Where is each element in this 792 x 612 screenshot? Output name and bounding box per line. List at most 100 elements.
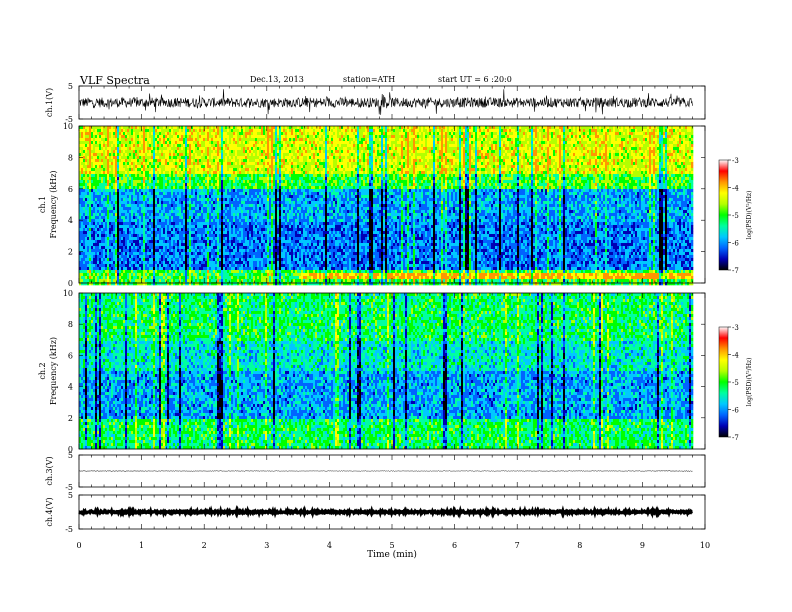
spectrogram-cell xyxy=(153,249,155,252)
spectrogram-cell xyxy=(105,156,107,159)
spectrogram-cell xyxy=(173,135,175,138)
spectrogram-cell xyxy=(219,276,221,279)
spectrogram-cell xyxy=(191,273,193,276)
spectrogram-cell xyxy=(149,207,151,210)
spectrogram-cell xyxy=(149,228,151,231)
spectrogram-cell xyxy=(217,222,219,225)
spectrogram-cell xyxy=(145,186,147,189)
spectrogram-cell xyxy=(141,204,143,207)
spectrogram-cell xyxy=(121,246,123,249)
spectrogram-cell xyxy=(187,177,189,180)
spectrogram-cell xyxy=(223,162,225,165)
spectrogram-cell xyxy=(203,192,205,195)
spectrogram-cell xyxy=(107,168,109,171)
spectrogram-cell xyxy=(199,138,201,141)
spectrogram-cell xyxy=(101,264,103,267)
spectrogram-cell xyxy=(223,273,225,276)
spectrogram-cell xyxy=(105,189,107,192)
spectrogram-cell xyxy=(211,147,213,150)
spectrogram-cell xyxy=(205,204,207,207)
spectrogram-cell xyxy=(89,198,91,201)
spectrogram-cell xyxy=(209,183,211,186)
spectrogram-cell xyxy=(143,243,145,246)
spectrogram-cell xyxy=(135,201,137,204)
spectrogram-cell xyxy=(145,270,147,273)
spectrogram-cell xyxy=(219,156,221,159)
spectrogram-cell xyxy=(163,147,165,150)
spectrogram-cell xyxy=(207,132,209,135)
spectrogram-cell xyxy=(191,240,193,243)
spectrogram-cell xyxy=(215,237,217,240)
spectrogram-cell xyxy=(127,258,129,261)
spectrogram-cell xyxy=(133,264,135,267)
spectrogram-cell xyxy=(133,225,135,228)
spectrogram-cell xyxy=(137,252,139,255)
spectrogram-cell xyxy=(113,147,115,150)
spectrogram-cell xyxy=(105,150,107,153)
spectrogram-cell xyxy=(133,189,135,192)
spectrogram-cell xyxy=(197,255,199,258)
spectrogram-cell xyxy=(115,201,117,204)
spectrogram-cell xyxy=(221,264,223,267)
spectrogram-cell xyxy=(89,180,91,183)
spectrogram-cell xyxy=(219,171,221,174)
spectrogram-cell xyxy=(209,129,211,132)
spectrogram-cell xyxy=(145,177,147,180)
spectrogram-cell xyxy=(217,255,219,258)
spectrogram-cell xyxy=(211,276,213,279)
spectrogram-cell xyxy=(215,219,217,222)
spectrogram-cell xyxy=(201,126,203,129)
spectrogram-cell xyxy=(223,153,225,156)
spectrogram-cell xyxy=(179,180,181,183)
spectrogram-cell xyxy=(135,216,137,219)
spectrogram-cell xyxy=(199,183,201,186)
spectrogram-cell xyxy=(93,213,95,216)
spectrogram-cell xyxy=(87,198,89,201)
spectrogram-cell xyxy=(117,174,119,177)
spectrogram-cell xyxy=(223,282,225,285)
spectrogram-cell xyxy=(139,222,141,225)
spectrogram-cell xyxy=(187,258,189,261)
spectrogram-cell xyxy=(97,174,99,177)
spectrogram-cell xyxy=(139,147,141,150)
spectrogram-cell xyxy=(167,159,169,162)
spectrogram-cell xyxy=(225,141,227,144)
spectrogram-cell xyxy=(155,132,157,135)
spectrogram-cell xyxy=(187,228,189,231)
spectrogram-cell xyxy=(211,264,213,267)
spectrogram-cell xyxy=(223,177,225,180)
spectrogram-cell xyxy=(121,201,123,204)
spectrogram-cell xyxy=(123,210,125,213)
spectrogram-cell xyxy=(143,162,145,165)
spectrogram-cell xyxy=(223,261,225,264)
spectrogram-cell xyxy=(85,234,87,237)
spectrogram-cell xyxy=(123,228,125,231)
spectrogram-cell xyxy=(97,276,99,279)
spectrogram-cell xyxy=(133,240,135,243)
spectrogram-cell xyxy=(217,132,219,135)
spectrogram-cell xyxy=(175,144,177,147)
spectrogram-cell xyxy=(155,252,157,255)
spectrogram-cell xyxy=(221,150,223,153)
spectrogram-cell xyxy=(163,216,165,219)
spectrogram-cell xyxy=(143,180,145,183)
spectrogram-cell xyxy=(131,162,133,165)
spectrogram-cell xyxy=(171,234,173,237)
spectrogram-cell xyxy=(159,183,161,186)
spectrogram-cell xyxy=(93,144,95,147)
spectrogram-cell xyxy=(157,180,159,183)
spectrogram-cell xyxy=(131,153,133,156)
spectrogram-cell xyxy=(141,159,143,162)
spectrogram-cell xyxy=(149,147,151,150)
spectrogram-cell xyxy=(113,258,115,261)
spectrogram-cell xyxy=(227,168,229,171)
spectrogram-cell xyxy=(197,243,199,246)
spectrogram-cell xyxy=(225,204,227,207)
spectrogram-cell xyxy=(193,270,195,273)
spectrogram-cell xyxy=(143,279,145,282)
spectrogram-cell xyxy=(181,150,183,153)
spectrogram-cell xyxy=(87,165,89,168)
spectrogram-cell xyxy=(149,189,151,192)
spectrogram-cell xyxy=(123,180,125,183)
spectrogram-cell xyxy=(159,210,161,213)
